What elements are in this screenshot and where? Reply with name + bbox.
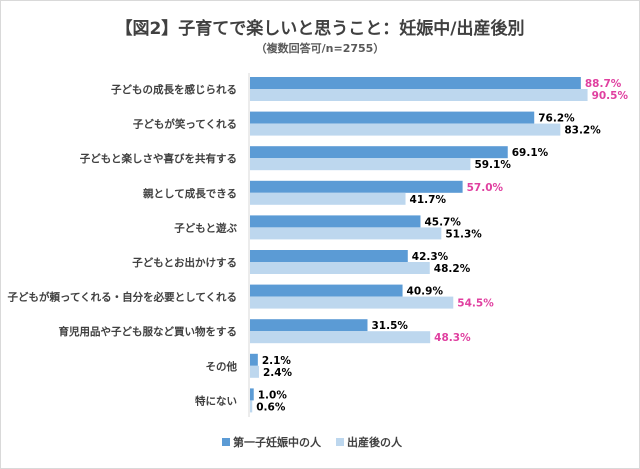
- bar-series-1: [250, 388, 254, 401]
- bar-series-1: [250, 180, 463, 193]
- legend-label-series-2: 出産後の人: [347, 435, 403, 449]
- data-label-series-1: 1.0%: [258, 389, 288, 401]
- data-label-series-1: 57.0%: [467, 182, 504, 194]
- data-label-series-2: 48.2%: [434, 263, 471, 275]
- bar-series-2: [250, 192, 406, 205]
- category-label: 子どもと楽しさや喜びを共有する: [80, 152, 237, 165]
- data-label-series-1: 42.3%: [412, 251, 449, 263]
- data-label-series-2: 0.6%: [256, 401, 286, 413]
- category-label: 特にない: [195, 394, 237, 407]
- bar-series-2: [250, 89, 588, 101]
- bar-series-2: [250, 400, 253, 413]
- bar-series-2: [250, 296, 454, 309]
- data-label-series-2: 51.3%: [445, 228, 482, 240]
- bar-series-1: [250, 319, 368, 332]
- bar-series-1: [250, 284, 403, 297]
- bar-series-1: [250, 215, 421, 228]
- category-label: 子どもと遊ぶ: [174, 221, 237, 234]
- data-label-series-2: 59.1%: [474, 159, 511, 171]
- data-label-series-2: 90.5%: [592, 90, 629, 102]
- data-label-series-2: 54.5%: [457, 298, 494, 310]
- legend-swatch-series-1: [222, 438, 230, 446]
- legend-swatch-series-2: [336, 438, 344, 446]
- category-label: 子どもが笑ってくれる: [133, 118, 237, 131]
- bar-series-1: [250, 353, 258, 366]
- category-label: 子どもとお出かけする: [132, 256, 237, 269]
- data-label-series-2: 83.2%: [564, 125, 601, 137]
- bar-series-1: [250, 250, 408, 262]
- data-label-series-2: 2.4%: [263, 367, 293, 379]
- chart-title: 【図2】子育てで楽しいと思うこと：妊娠中/出産後別: [115, 19, 525, 39]
- bar-series-2: [250, 123, 561, 136]
- data-label-series-1: 88.7%: [585, 78, 622, 90]
- chart-subtitle: （複数回答可/n=2755）: [255, 42, 385, 55]
- category-label: 親として成長できる: [143, 187, 237, 200]
- bar-series-2: [250, 331, 431, 344]
- data-label-series-1: 40.9%: [407, 286, 444, 298]
- bar-series-2: [250, 365, 259, 378]
- bar-series-1: [250, 111, 535, 124]
- data-label-series-1: 31.5%: [371, 320, 408, 332]
- data-label-series-1: 45.7%: [424, 216, 461, 228]
- bar-series-2: [250, 262, 430, 274]
- bar-series-1: [250, 77, 581, 89]
- bar-series-2: [250, 227, 442, 240]
- category-label: その他: [206, 360, 238, 373]
- data-label-series-1: 76.2%: [538, 113, 575, 125]
- bar-series-2: [250, 158, 471, 171]
- data-label-series-1: 69.1%: [512, 147, 549, 159]
- data-label-series-2: 41.7%: [410, 194, 447, 206]
- category-label: 子どもが頼ってくれる・自分を必要としてくれる: [7, 291, 237, 304]
- legend-label-series-1: 第一子妊娠中の人: [233, 435, 322, 449]
- bar-series-1: [250, 146, 508, 159]
- data-label-series-2: 48.3%: [434, 332, 471, 344]
- category-label: 育児用品や子ども服など買い物をする: [59, 325, 238, 338]
- data-label-series-1: 2.1%: [262, 355, 292, 367]
- category-label: 子どもの成長を感じられる: [111, 83, 237, 96]
